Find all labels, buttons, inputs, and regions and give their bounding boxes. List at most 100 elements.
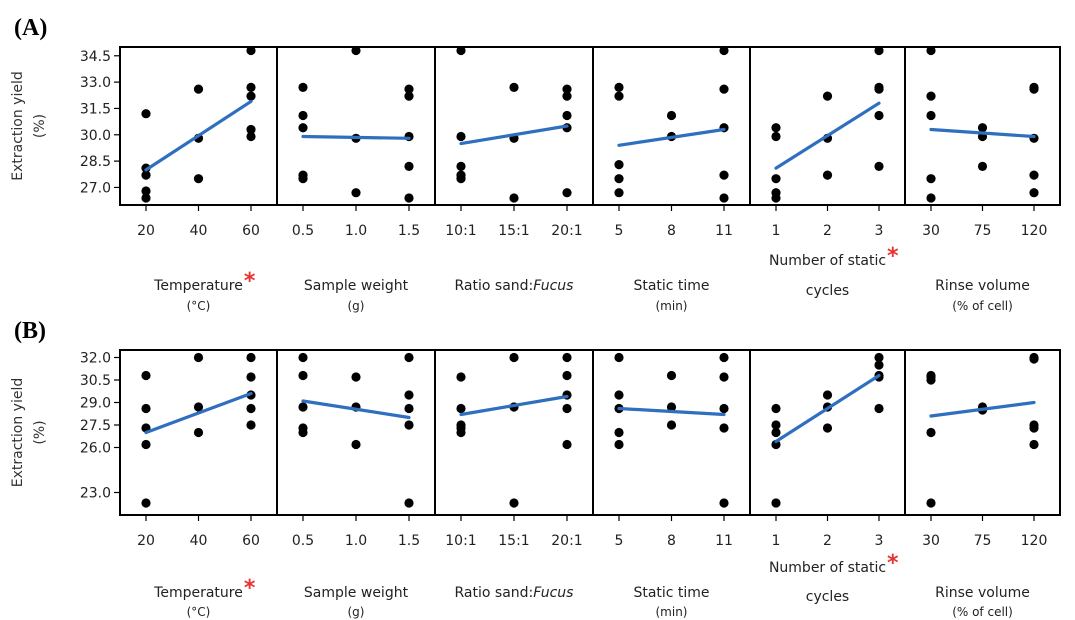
data-point bbox=[562, 352, 572, 363]
panel-label: (A) bbox=[14, 15, 47, 41]
trend-line bbox=[144, 99, 253, 172]
data-point bbox=[874, 360, 884, 370]
data-point bbox=[719, 498, 729, 508]
factor-name: Rinse volume bbox=[935, 585, 1030, 601]
y-axis-unit: (%) bbox=[32, 420, 48, 444]
data-point bbox=[509, 82, 519, 92]
data-point bbox=[614, 160, 624, 170]
data-point bbox=[509, 498, 519, 508]
data-point bbox=[141, 170, 151, 180]
data-point bbox=[456, 372, 466, 382]
trend-line bbox=[774, 373, 881, 444]
data-point bbox=[141, 186, 151, 196]
significance-star: * bbox=[244, 576, 256, 601]
data-point bbox=[404, 91, 414, 101]
data-point bbox=[456, 403, 466, 414]
data-point bbox=[771, 123, 781, 133]
factor-label: Ratio sand:Fucus bbox=[455, 278, 574, 294]
x-tick-label: 11 bbox=[715, 223, 733, 239]
data-point bbox=[926, 45, 936, 56]
factor-unit: (min) bbox=[656, 299, 688, 313]
factor-subplot-5: 1 2 3 Number of static * cycles bbox=[749, 45, 906, 299]
trend-line bbox=[301, 134, 411, 140]
data-point bbox=[351, 439, 361, 450]
factor-label: Temperature bbox=[153, 278, 243, 294]
data-point bbox=[298, 402, 308, 412]
data-point bbox=[926, 174, 936, 184]
data-point bbox=[193, 174, 204, 184]
data-point bbox=[246, 45, 256, 56]
y-tick-label: 26.0 bbox=[80, 441, 111, 457]
x-tick-label: 75 bbox=[974, 223, 992, 239]
x-tick-label: 3 bbox=[875, 533, 884, 549]
factor-name: Number of static bbox=[769, 253, 886, 269]
data-point bbox=[404, 498, 414, 508]
data-point bbox=[298, 110, 308, 121]
trend-line bbox=[929, 127, 1036, 139]
data-point bbox=[1029, 423, 1039, 433]
data-point bbox=[614, 352, 624, 363]
data-point bbox=[404, 420, 414, 430]
x-tick-label: 2 bbox=[823, 533, 832, 549]
x-tick-label: 5 bbox=[615, 223, 624, 239]
panel-label: (B) bbox=[14, 318, 46, 344]
data-point bbox=[1029, 188, 1039, 198]
factor-subplot-6: 30 75 120 Rinse volume (% of cell) bbox=[904, 45, 1061, 313]
data-point bbox=[404, 403, 414, 414]
factor-unit: (min) bbox=[656, 605, 688, 619]
data-point bbox=[771, 427, 781, 438]
data-point bbox=[404, 161, 414, 171]
data-point bbox=[666, 402, 677, 412]
x-tick-label: 2 bbox=[823, 223, 832, 239]
factor-name: Ratio sand: bbox=[455, 585, 534, 601]
factor-subplot-3: 10:1 15:1 20:1 Ratio sand:Fucus bbox=[434, 349, 594, 601]
data-point bbox=[614, 82, 624, 92]
factor-name-italic: Fucus bbox=[533, 585, 573, 601]
data-point bbox=[926, 427, 936, 438]
x-tick-label: 10:1 bbox=[445, 223, 476, 239]
factor-label: Ratio sand:Fucus bbox=[455, 585, 574, 601]
data-point bbox=[771, 174, 781, 184]
data-point bbox=[771, 193, 781, 203]
factor-unit: (°C) bbox=[187, 605, 211, 619]
x-tick-label: 1.0 bbox=[345, 223, 367, 239]
factor-name: Sample weight bbox=[304, 585, 409, 601]
data-point bbox=[298, 174, 308, 184]
x-tick-label: 30 bbox=[922, 223, 940, 239]
panel-b: (B)Extraction yield (%)32.030.529.027.526… bbox=[10, 318, 1061, 619]
data-point bbox=[562, 91, 572, 101]
data-point bbox=[246, 131, 256, 142]
data-point bbox=[456, 131, 466, 142]
data-point bbox=[771, 131, 781, 142]
x-tick-label: 20:1 bbox=[551, 223, 582, 239]
factor-unit: (g) bbox=[348, 299, 365, 313]
data-point bbox=[874, 161, 884, 171]
trend-line bbox=[617, 127, 726, 147]
x-tick-label: 10:1 bbox=[445, 533, 476, 549]
data-point bbox=[141, 193, 151, 203]
data-point bbox=[977, 123, 988, 133]
data-point bbox=[246, 420, 256, 430]
data-point bbox=[298, 427, 308, 438]
data-point bbox=[193, 427, 204, 438]
factor-subplot-4: 5 8 11 Static time (min) bbox=[592, 45, 751, 313]
data-point bbox=[926, 375, 936, 385]
data-point bbox=[1029, 170, 1039, 180]
trend-line bbox=[459, 124, 569, 146]
x-tick-label: 1.5 bbox=[398, 533, 420, 549]
data-point bbox=[562, 439, 572, 450]
data-point bbox=[404, 193, 414, 203]
trend-line bbox=[144, 391, 253, 435]
data-point bbox=[509, 193, 519, 203]
y-tick-label: 33.0 bbox=[80, 75, 111, 91]
x-tick-label: 0.5 bbox=[292, 223, 314, 239]
data-point bbox=[141, 498, 151, 508]
data-point bbox=[771, 498, 781, 508]
trend-line bbox=[459, 394, 569, 417]
data-point bbox=[719, 193, 729, 203]
x-tick-label: 20 bbox=[137, 223, 155, 239]
data-point bbox=[614, 390, 624, 400]
data-point bbox=[771, 420, 781, 430]
data-point bbox=[926, 498, 936, 508]
